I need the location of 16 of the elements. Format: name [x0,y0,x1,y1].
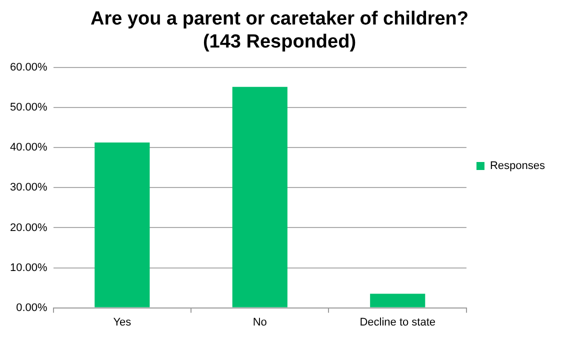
y-tick-label: 30.00% [10,182,48,194]
y-tick-label: 50.00% [10,102,48,114]
y-tick-label: 40.00% [10,142,48,154]
text: Are you a parent or caretaker of children? [90,8,469,30]
x-tick-label: Yes [113,316,132,328]
bar [94,142,150,308]
y-tick-label: 10.00% [10,262,48,274]
text: (143 Responded) [202,31,356,52]
y-tick-label: 60.00% [10,62,48,74]
y-tick-label: 0.00% [16,302,48,314]
bar [232,86,288,308]
bar [370,294,426,308]
legend-label: Responses [490,160,546,172]
x-tick-label: Decline to state [360,316,436,328]
x-tick-label: No [252,316,267,328]
y-tick-label: 20.00% [10,222,48,234]
